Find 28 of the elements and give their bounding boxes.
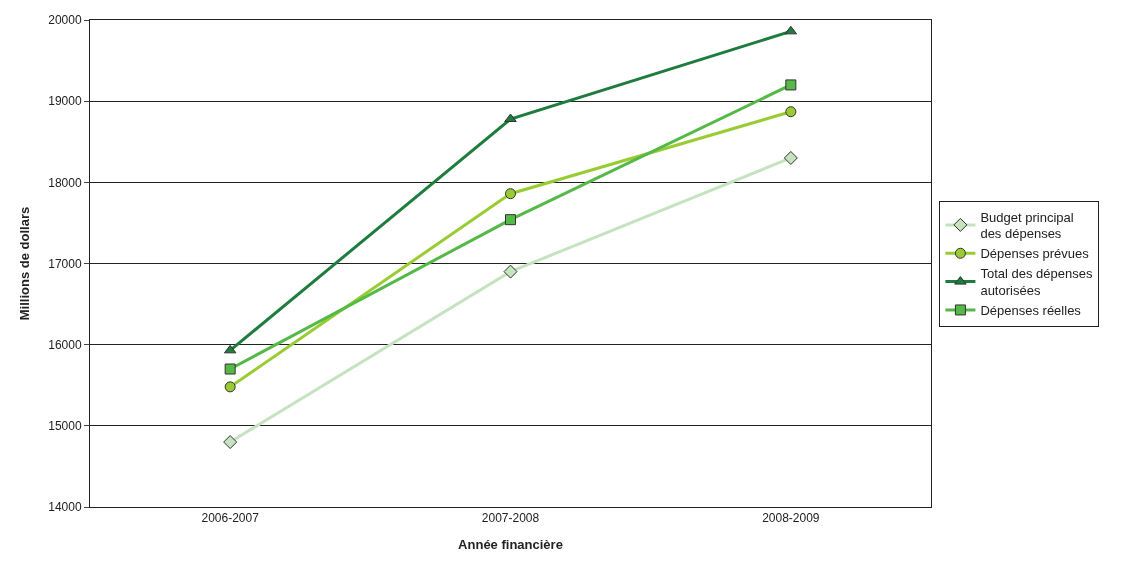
y-tick-label: 16000 (48, 337, 82, 352)
legend-label: Total des dépenses autorisées (980, 266, 1093, 299)
point (504, 113, 517, 123)
legend-label: Dépenses réelles (980, 303, 1082, 319)
point (223, 435, 238, 450)
point (505, 188, 516, 200)
point (224, 381, 236, 393)
point (223, 344, 237, 354)
y-tick-label: 20000 (48, 13, 82, 28)
y-tick-label: 18000 (48, 175, 82, 190)
point (505, 214, 516, 226)
y-tick-label: 19000 (48, 94, 82, 109)
y-tick-label: 17000 (48, 256, 82, 271)
x-axis-title: Année financière (458, 537, 563, 552)
point (785, 79, 797, 91)
point (784, 25, 798, 35)
point (785, 106, 797, 118)
legend-label: Dépenses prévues (980, 246, 1090, 262)
x-tick-label: 2007-2008 (481, 511, 540, 526)
point (224, 363, 236, 375)
y-tick-label: 15000 (48, 419, 82, 434)
y-tick-label: 14000 (48, 500, 82, 515)
legend-label: Budget principal des dépenses (980, 209, 1074, 242)
y-axis-title: Millions de dollars (17, 206, 33, 321)
point (503, 264, 518, 279)
x-tick-label: 2008-2009 (762, 511, 820, 526)
point (783, 150, 798, 165)
x-tick-label: 2006-2007 (201, 511, 260, 526)
